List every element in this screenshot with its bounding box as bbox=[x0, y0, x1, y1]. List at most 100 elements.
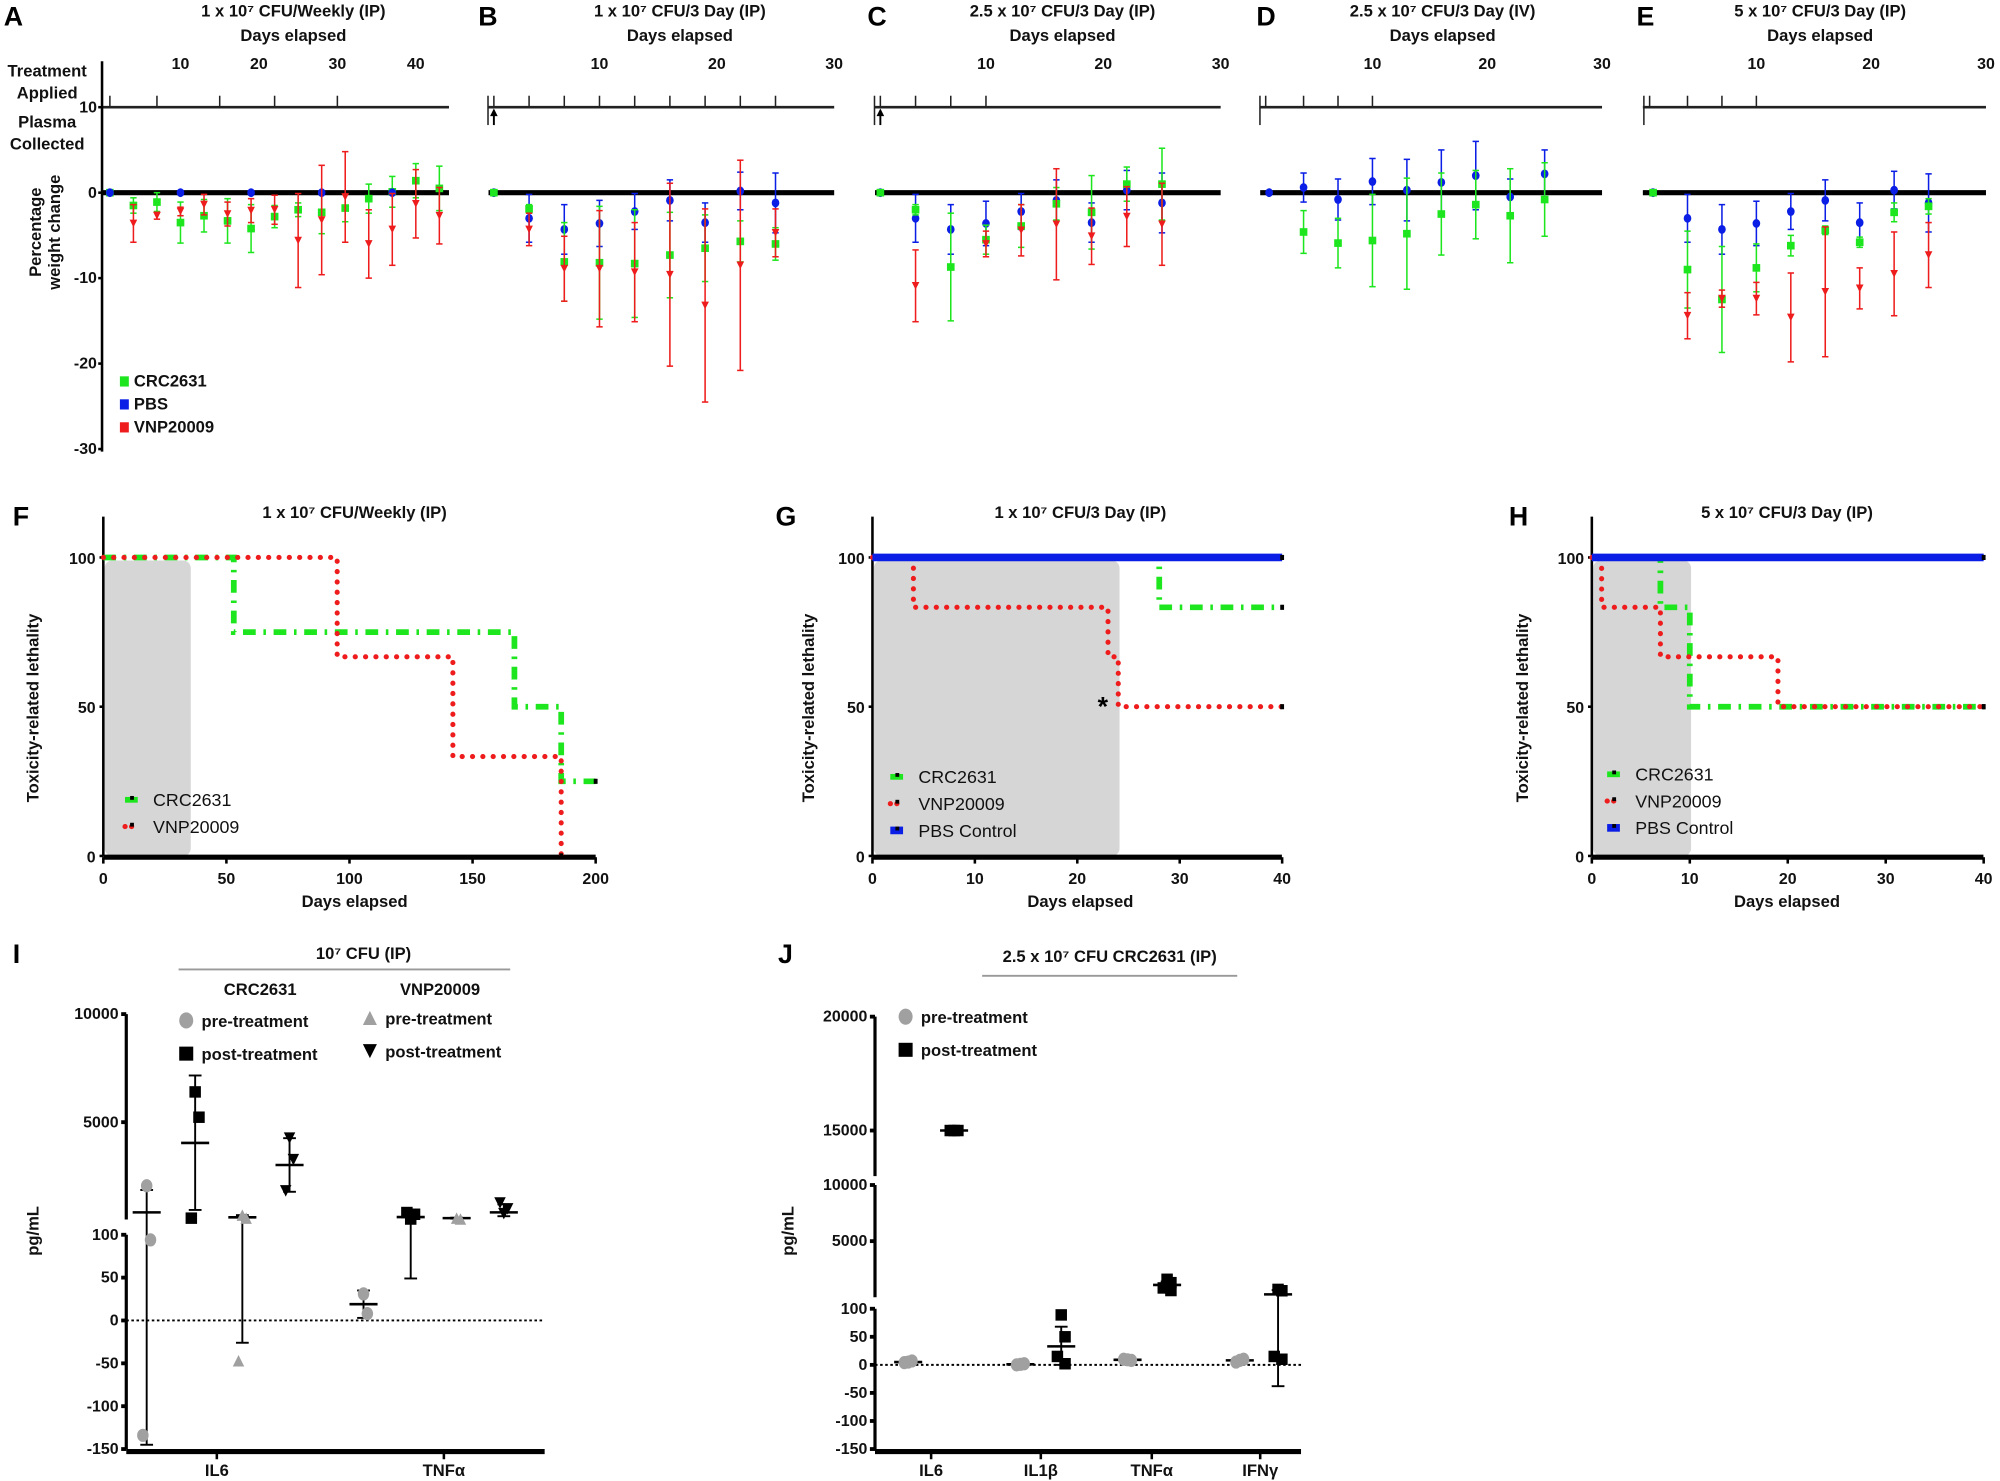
legend-swatch-dot bbox=[1612, 824, 1617, 828]
y-tick-label: -150 bbox=[87, 1441, 119, 1458]
data-point bbox=[1055, 1309, 1067, 1321]
data-point bbox=[223, 210, 232, 218]
panel-letter: E bbox=[1636, 2, 1654, 32]
data-point bbox=[1752, 264, 1761, 272]
x-tick-label: 200 bbox=[582, 871, 609, 888]
data-point bbox=[1165, 1276, 1177, 1289]
panel-letter: H bbox=[1509, 502, 1528, 532]
data-point bbox=[283, 1132, 296, 1144]
data-point bbox=[1122, 212, 1131, 221]
curve-end-marker bbox=[1981, 704, 1986, 710]
data-point bbox=[1683, 311, 1692, 320]
legend-label: VNP20009 bbox=[134, 417, 214, 436]
data-point bbox=[270, 205, 279, 214]
data-point bbox=[247, 224, 255, 233]
y-tick-label: -100 bbox=[87, 1398, 119, 1415]
data-point bbox=[1368, 177, 1377, 186]
curve-end-marker bbox=[1280, 604, 1285, 610]
group-header: VNP20009 bbox=[400, 980, 480, 999]
x-tick-label: 40 bbox=[1975, 871, 1993, 888]
data-point bbox=[630, 268, 639, 276]
x-tick-label: 30 bbox=[329, 56, 347, 73]
plasma-arrow-icon bbox=[876, 108, 885, 117]
survival-curve-VNP20009 bbox=[869, 554, 1285, 710]
y-tick-label: -150 bbox=[835, 1441, 867, 1458]
data-point bbox=[1334, 195, 1342, 204]
legend-swatch-dot bbox=[895, 799, 900, 804]
legend-label: pre-treatment bbox=[921, 1008, 1028, 1027]
y-tick-label: 100 bbox=[1558, 551, 1585, 568]
y-tick-label: 10000 bbox=[74, 1006, 118, 1023]
shaded-treatment-region bbox=[1593, 560, 1692, 856]
legend-label: VNP20009 bbox=[1635, 791, 1721, 811]
data-point bbox=[1471, 200, 1480, 209]
x-tick-label: 20 bbox=[708, 56, 726, 73]
legend-marker bbox=[898, 1008, 913, 1025]
data-point bbox=[1855, 218, 1864, 227]
legend-label: CRC2631 bbox=[134, 372, 207, 391]
x-tick-label: 50 bbox=[218, 871, 236, 888]
x-tick-label: 20 bbox=[1862, 56, 1880, 73]
panel-letter: J bbox=[778, 939, 793, 969]
x-axis-label: Days elapsed bbox=[1390, 26, 1496, 45]
data-point bbox=[560, 264, 569, 273]
data-point bbox=[401, 1206, 413, 1219]
legend-swatch bbox=[119, 422, 129, 433]
legend-swatch bbox=[119, 376, 129, 387]
panel-title: 1 x 10⁷ CFU/3 Day (IP) bbox=[594, 2, 766, 21]
data-point bbox=[247, 188, 255, 198]
data-point bbox=[408, 1208, 421, 1221]
data-point bbox=[771, 198, 780, 208]
y-tick-label: 10 bbox=[79, 99, 97, 116]
data-point bbox=[1051, 1350, 1064, 1363]
data-point bbox=[1276, 1285, 1288, 1297]
data-point bbox=[1821, 195, 1830, 205]
x-axis-label: Days elapsed bbox=[627, 26, 733, 45]
data-point bbox=[1718, 294, 1726, 303]
x-tick-label: 10 bbox=[591, 56, 609, 73]
data-point bbox=[911, 205, 920, 214]
legend-label: post-treatment bbox=[385, 1042, 502, 1061]
legend-label: pre-treatment bbox=[385, 1009, 492, 1028]
panel-letter: I bbox=[13, 939, 20, 969]
data-point bbox=[898, 1356, 911, 1370]
legend-marker bbox=[362, 1010, 377, 1025]
data-point bbox=[525, 225, 533, 234]
y-axis-label: pg/mL bbox=[23, 1206, 42, 1256]
x-tick-label: 0 bbox=[1587, 871, 1596, 888]
data-point bbox=[1649, 188, 1657, 197]
legend-marker bbox=[179, 1012, 194, 1029]
y-tick-label: 5000 bbox=[83, 1114, 119, 1131]
plasma-collected-label: Collected bbox=[10, 134, 85, 153]
panel-title: 1 x 10⁷ CFU/3 Day (IP) bbox=[994, 503, 1166, 522]
panel-title: 2.5 x 10⁷ CFU/3 Day (IP) bbox=[970, 2, 1156, 21]
y-tick-label: 20000 bbox=[823, 1009, 867, 1026]
x-tick-label: 20 bbox=[1068, 871, 1086, 888]
data-point bbox=[200, 200, 208, 209]
series-VNP20009 bbox=[911, 167, 1166, 323]
legend-label: PBS Control bbox=[1635, 818, 1733, 838]
data-point bbox=[1437, 210, 1446, 218]
data-point bbox=[1087, 232, 1096, 241]
data-point bbox=[490, 188, 498, 197]
legend-label: CRC2631 bbox=[918, 767, 996, 787]
data-point bbox=[240, 1212, 252, 1224]
data-point bbox=[1158, 220, 1166, 229]
x-tick-label: 40 bbox=[1273, 871, 1291, 888]
y-axis-label: pg/mL bbox=[778, 1206, 797, 1256]
curve-end-marker bbox=[1981, 554, 1986, 561]
y-tick-label: 0 bbox=[856, 849, 865, 866]
data-point bbox=[666, 270, 674, 279]
data-point bbox=[140, 1179, 153, 1193]
data-point bbox=[1683, 213, 1692, 223]
legend-label: VNP20009 bbox=[153, 817, 239, 837]
y-tick-label: 5000 bbox=[832, 1233, 868, 1250]
legend-label: PBS Control bbox=[918, 821, 1016, 841]
legend-swatch-dot bbox=[130, 822, 134, 827]
y-tick-label: -30 bbox=[74, 441, 97, 458]
y-axis-label: Toxicity-related lethality bbox=[1513, 613, 1532, 802]
series-post-treatment bbox=[181, 1074, 425, 1280]
data-point bbox=[1299, 228, 1308, 236]
